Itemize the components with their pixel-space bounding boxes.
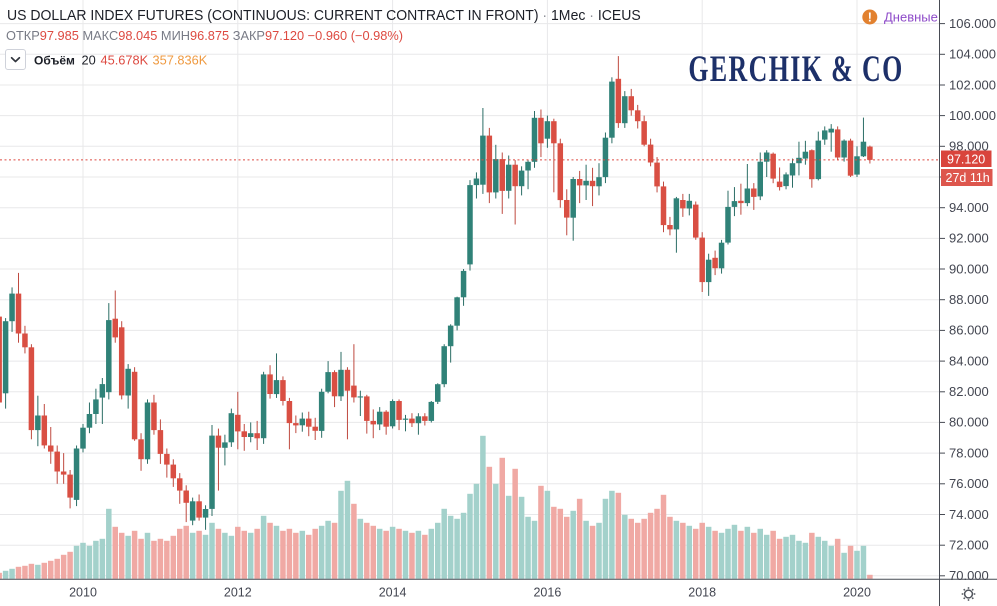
- svg-text:US DOLLAR INDEX FUTURES (CONTI: US DOLLAR INDEX FUTURES (CONTINUOUS: CUR…: [7, 8, 641, 25]
- svg-text:2012: 2012: [224, 586, 252, 600]
- svg-text:90.000: 90.000: [949, 261, 989, 276]
- svg-text:2016: 2016: [533, 586, 561, 600]
- svg-text:2020: 2020: [843, 586, 871, 600]
- svg-text:106.000: 106.000: [949, 16, 996, 31]
- svg-text:GERCHIK & CO: GERCHIK & CO: [688, 49, 903, 90]
- svg-text:74.000: 74.000: [949, 507, 989, 522]
- svg-text:357.836K: 357.836K: [153, 53, 208, 68]
- svg-text:72.000: 72.000: [949, 538, 989, 553]
- svg-text:102.000: 102.000: [949, 77, 996, 92]
- svg-text:82.000: 82.000: [949, 384, 989, 399]
- svg-text:Объём: Объём: [34, 54, 75, 68]
- svg-text:84.000: 84.000: [949, 353, 989, 368]
- svg-text:98.000: 98.000: [949, 139, 989, 154]
- svg-text:94.000: 94.000: [949, 200, 989, 215]
- svg-text:20: 20: [82, 53, 96, 68]
- svg-text:92.000: 92.000: [949, 231, 989, 246]
- svg-text:2010: 2010: [69, 586, 97, 600]
- svg-text:2014: 2014: [379, 586, 407, 600]
- svg-text:104.000: 104.000: [949, 47, 996, 62]
- svg-text:86.000: 86.000: [949, 323, 989, 338]
- svg-text:78.000: 78.000: [949, 445, 989, 460]
- svg-text:76.000: 76.000: [949, 476, 989, 491]
- svg-text:45.678K: 45.678K: [101, 53, 149, 68]
- svg-text:88.000: 88.000: [949, 292, 989, 307]
- svg-text:80.000: 80.000: [949, 415, 989, 430]
- svg-text:97.120: 97.120: [947, 152, 985, 166]
- svg-text:Дневные: Дневные: [884, 10, 938, 25]
- svg-text:ОТКР97.985 МАКС98.045 МИН96.: ОТКР97.985 МАКС98.045 МИН96.875 ЗАКР97.1…: [6, 28, 403, 43]
- svg-text:27d 11h: 27d 11h: [946, 171, 990, 185]
- svg-text:!: !: [868, 11, 872, 25]
- svg-text:2018: 2018: [688, 586, 716, 600]
- svg-text:70.000: 70.000: [949, 568, 989, 583]
- svg-text:100.000: 100.000: [949, 108, 996, 123]
